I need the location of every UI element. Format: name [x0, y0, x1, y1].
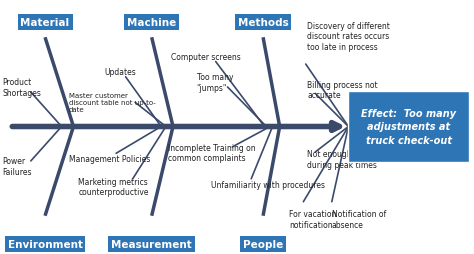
Text: Incomplete Training on
common complaints: Incomplete Training on common complaints	[168, 143, 256, 163]
Text: Product
Shortages: Product Shortages	[2, 78, 41, 97]
Text: Methods: Methods	[237, 18, 289, 28]
Text: Material: Material	[20, 18, 70, 28]
Text: Billing process not
accurate: Billing process not accurate	[307, 81, 378, 100]
Text: Environment: Environment	[8, 239, 82, 249]
Text: Notification of
absence: Notification of absence	[332, 209, 386, 229]
Text: Unfamiliarity with procedures: Unfamiliarity with procedures	[211, 180, 325, 189]
Text: Updates: Updates	[104, 68, 136, 77]
FancyBboxPatch shape	[348, 91, 469, 163]
Text: Effect:  Too many
adjustments at
truck check-out: Effect: Too many adjustments at truck ch…	[361, 109, 456, 145]
Text: Discovery of different
discount rates occurs
too late in process: Discovery of different discount rates oc…	[307, 22, 390, 52]
Text: Master customer
discount table not up-to-
date: Master customer discount table not up-to…	[69, 93, 155, 113]
Text: Power
Failures: Power Failures	[2, 157, 32, 176]
Text: For vacation
notification: For vacation notification	[289, 209, 337, 229]
Text: Marketing metrics
counterproductive: Marketing metrics counterproductive	[78, 177, 149, 196]
Text: Machine: Machine	[127, 18, 176, 28]
Text: People: People	[243, 239, 283, 249]
Text: Not enough staffing
during peak times: Not enough staffing during peak times	[307, 150, 383, 169]
Text: Computer screens: Computer screens	[171, 53, 240, 62]
Text: Management Policies: Management Policies	[69, 154, 150, 163]
Text: Too many
"jumps": Too many "jumps"	[197, 73, 233, 92]
Text: Measurement: Measurement	[111, 239, 192, 249]
